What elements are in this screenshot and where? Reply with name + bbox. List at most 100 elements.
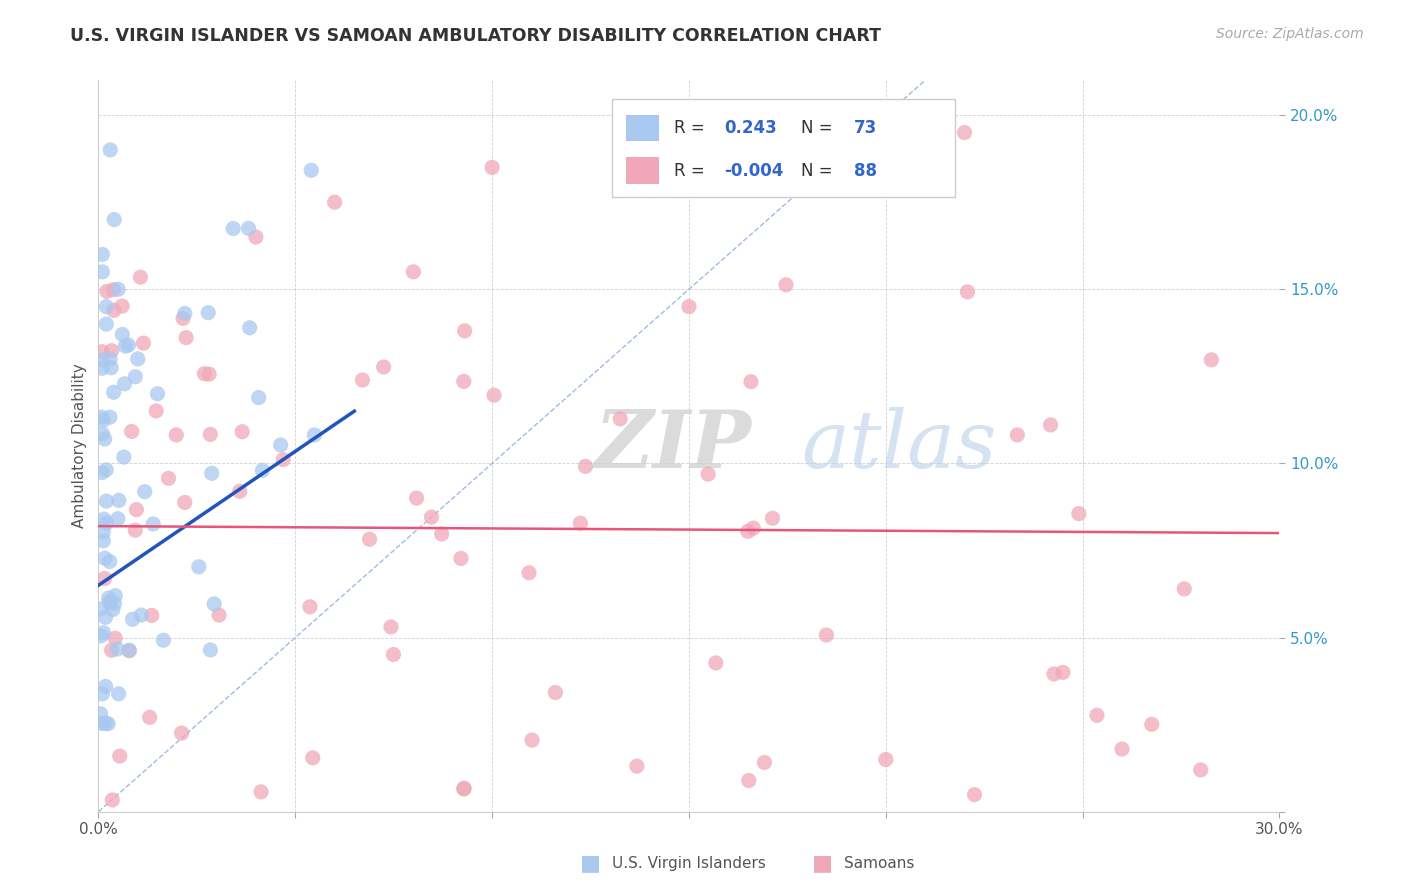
Point [125, 502, 148, 516]
Text: -0.004: -0.004 [724, 161, 783, 179]
Point [252, 463, 274, 477]
Point [94, 610, 117, 624]
Point [97, 716, 120, 731]
Point [172, 311, 194, 326]
Point [124, 369, 146, 384]
Point [142, 516, 165, 531]
Point [1043, 667, 1066, 681]
Point [103, 283, 125, 297]
Point [100, 343, 122, 358]
Point [453, 375, 475, 389]
Point [91, 426, 114, 441]
Point [91, 524, 114, 539]
Point [405, 491, 427, 505]
Point [96, 285, 118, 299]
Point [91, 413, 114, 427]
Point [1140, 717, 1163, 731]
Point [93, 512, 115, 526]
Point [96, 494, 118, 508]
Point [100, 643, 122, 657]
Point [738, 773, 761, 788]
Text: U.S. VIRGIN ISLANDER VS SAMOAN AMBULATORY DISABILITY CORRELATION CHART: U.S. VIRGIN ISLANDER VS SAMOAN AMBULATOR… [70, 27, 882, 45]
Text: 0.243: 0.243 [724, 120, 778, 137]
Point [1039, 417, 1062, 432]
Text: ■: ■ [813, 854, 832, 873]
Point [96, 317, 118, 331]
Point [1189, 763, 1212, 777]
Point [145, 404, 167, 418]
Point [453, 781, 475, 796]
Point [231, 425, 253, 439]
Point [202, 597, 225, 611]
Point [91, 265, 114, 279]
Point [96, 463, 118, 477]
Point [737, 524, 759, 539]
Point [90, 601, 112, 615]
Point [754, 756, 776, 770]
Point [96, 300, 118, 314]
Point [90, 410, 112, 425]
Point [239, 320, 262, 334]
Point [91, 687, 114, 701]
FancyBboxPatch shape [626, 115, 659, 141]
Point [380, 620, 402, 634]
Text: atlas: atlas [801, 408, 997, 484]
Point [103, 597, 125, 611]
Point [430, 527, 453, 541]
Point [697, 467, 720, 482]
Point [114, 376, 136, 391]
Text: N =: N = [801, 161, 838, 179]
Point [121, 425, 143, 439]
Point [170, 726, 193, 740]
Point [111, 327, 134, 342]
Point [90, 706, 112, 721]
Point [222, 221, 245, 235]
Point [152, 633, 174, 648]
Point [569, 516, 592, 531]
Point [146, 386, 169, 401]
Point [704, 656, 727, 670]
Point [141, 608, 163, 623]
Point [544, 685, 567, 699]
Text: ZIP: ZIP [595, 408, 751, 484]
Point [270, 438, 292, 452]
Point [93, 432, 115, 446]
Point [104, 632, 127, 646]
Point [91, 716, 114, 731]
Point [228, 484, 250, 499]
Point [132, 336, 155, 351]
Point [112, 450, 135, 464]
Point [131, 608, 153, 623]
Point [127, 351, 149, 366]
Point [118, 643, 141, 657]
Point [201, 467, 224, 481]
Point [1085, 708, 1108, 723]
Point [247, 391, 270, 405]
Point [114, 339, 136, 353]
Point [815, 628, 838, 642]
Point [173, 495, 195, 509]
Point [108, 493, 131, 508]
Point [250, 785, 273, 799]
Point [93, 533, 115, 548]
Point [107, 512, 129, 526]
Point [1067, 507, 1090, 521]
Point [373, 359, 395, 374]
Point [517, 566, 540, 580]
Point [97, 591, 120, 605]
Point [352, 373, 374, 387]
Point [1052, 665, 1074, 680]
Point [740, 375, 762, 389]
Point [98, 143, 121, 157]
Point [238, 221, 260, 235]
Point [359, 533, 381, 547]
Point [402, 265, 425, 279]
Text: ■: ■ [581, 854, 600, 873]
Point [103, 385, 125, 400]
Point [93, 572, 115, 586]
Point [450, 551, 472, 566]
FancyBboxPatch shape [626, 158, 659, 184]
Point [875, 752, 897, 766]
Point [98, 555, 121, 569]
Y-axis label: Ambulatory Disability: Ambulatory Disability [72, 364, 87, 528]
